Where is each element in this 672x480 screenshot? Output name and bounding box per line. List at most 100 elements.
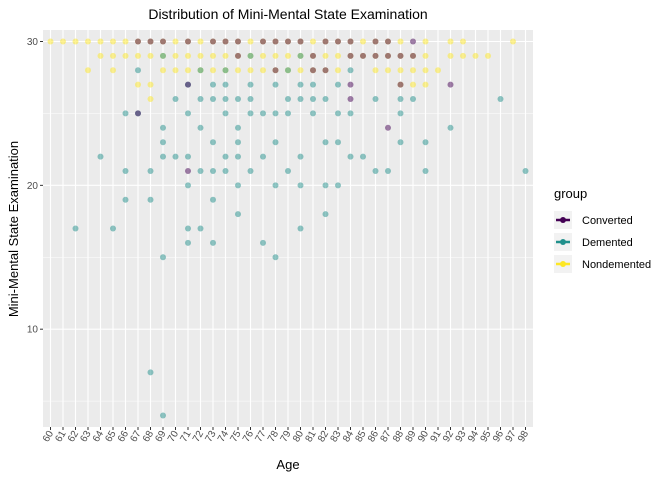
data-point-nondemented [410,67,416,74]
data-point-converted [372,38,379,45]
data-point-demented [210,167,216,174]
x-tick-label: 72 [191,429,206,445]
x-tick-label: 71 [179,429,194,445]
data-point-demented [372,96,379,103]
data-point-demented [335,81,341,88]
legend-label: Converted [582,215,633,227]
data-point-demented [297,96,304,103]
data-point-demented [222,167,229,174]
data-point-demented [172,153,179,160]
data-point-demented [222,96,229,103]
x-tick-label: 80 [291,429,306,445]
x-tick-label: 91 [429,429,444,445]
data-point-nondemented [410,81,416,88]
data-point-nondemented [110,67,116,74]
data-point-nondemented [260,52,266,59]
x-tick-label: 61 [54,429,69,445]
data-point-demented [147,167,154,174]
data-point-demented [147,369,154,376]
data-point-nondemented [485,52,491,59]
x-axis-ticks: 6061626364656667686970717273747576777879… [41,427,531,444]
data-point-demented [185,239,191,246]
data-point-nondemented [185,52,191,59]
data-point-demented [247,167,254,174]
data-point-converted [347,52,354,59]
x-tick-label: 93 [454,429,469,445]
x-tick-label: 67 [129,429,144,445]
data-point-converted [222,38,229,45]
data-point-demented [285,110,291,117]
data-point-nondemented [460,38,466,45]
data-point-demented [497,96,504,103]
legend-label: Demented [582,237,633,249]
data-point-demented [72,225,79,232]
data-point-demented [260,239,266,246]
data-point-demented [272,110,279,117]
legend-label: Nondemented [582,259,651,271]
data-point-converted [185,38,191,45]
data-point-demented [247,110,254,117]
x-tick-label: 73 [204,429,219,445]
data-point-demented [397,110,404,117]
y-tick-label: 10 [27,325,39,336]
x-tick-label: 68 [141,429,156,445]
x-tick-label: 81 [304,429,319,445]
data-point-demented [385,167,391,174]
x-tick-label: 65 [104,429,119,445]
data-point-converted [347,81,354,88]
data-point-demented [310,110,316,117]
data-point-nondemented [422,81,429,88]
data-point-demented [160,412,166,419]
data-point-demented [210,81,216,88]
data-point-nondemented [97,38,104,45]
data-point-converted [185,167,191,174]
data-point-demented [297,182,304,189]
x-tick-label: 82 [316,429,331,445]
data-point-nondemented [297,67,304,74]
y-tick-label: 20 [27,181,39,192]
legend-key-point [560,239,566,245]
data-point-demented [185,110,191,117]
data-point-demented [185,225,191,232]
data-point-converted [322,38,329,45]
data-point-nondemented [197,38,204,45]
data-point-nondemented [110,38,116,45]
data-point-demented [160,139,166,146]
x-tick-label: 83 [329,429,344,445]
data-point-nondemented [422,52,429,59]
data-point-converted [447,81,454,88]
data-point-nondemented [135,81,141,88]
data-point-demented [247,96,254,103]
x-tick-label: 85 [354,429,369,445]
x-tick-label: 96 [491,429,506,445]
data-point-nondemented [247,38,254,45]
data-point-nondemented [510,38,516,45]
data-point-converted [235,52,241,59]
data-point-nondemented [110,52,116,59]
y-tick-label: 30 [27,37,39,48]
data-point-demented [297,153,304,160]
data-point-converted [135,38,141,45]
data-point-nondemented [172,67,179,74]
data-point-converted [397,81,404,88]
data-point-converted [347,96,354,103]
data-point-nondemented [435,67,441,74]
data-point-demented [172,96,179,103]
x-tick-label: 69 [154,429,169,445]
data-point-nondemented [272,52,279,59]
data-point-demented [222,81,229,88]
data-point-nondemented [135,52,141,59]
data-point-demented [272,139,279,146]
data-point-demented [272,254,279,261]
data-point-demented [235,182,241,189]
data-point-demented [335,139,341,146]
data-point-demented [222,110,229,117]
x-tick-label: 98 [516,429,531,445]
data-point-nondemented [97,52,104,59]
data-point-converted [235,38,241,45]
data-point-demented [210,196,216,203]
data-point-converted [147,38,154,45]
data-point-nondemented [197,52,204,59]
data-point-converted [210,38,216,45]
data-point-demented [422,139,429,146]
